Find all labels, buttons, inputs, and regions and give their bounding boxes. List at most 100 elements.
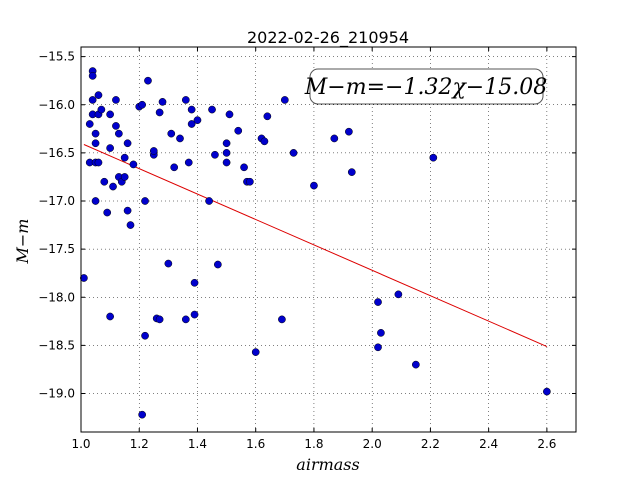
data-point: [347, 168, 356, 176]
data-point: [377, 329, 385, 337]
data-point: [126, 221, 135, 229]
data-point: [100, 177, 109, 186]
data-point: [167, 129, 176, 138]
data-point: [263, 112, 272, 121]
data-point: [190, 310, 199, 319]
data-point: [109, 182, 117, 191]
x-tick-label: 2.6: [537, 437, 556, 451]
data-point: [222, 149, 231, 157]
y-axis-label: M−m: [13, 219, 32, 265]
data-point: [170, 163, 179, 172]
data-point: [187, 120, 196, 128]
data-point: [176, 134, 184, 143]
x-tick-label: 1.0: [71, 437, 90, 451]
y-tick-label: −16.5: [38, 146, 75, 160]
data-point: [120, 153, 129, 162]
x-tick-label: 1.2: [130, 437, 149, 451]
data-point: [141, 197, 149, 205]
data-point: [214, 260, 222, 269]
data-point: [112, 122, 120, 130]
data-point: [429, 153, 438, 162]
data-point: [149, 147, 158, 155]
data-point: [97, 105, 106, 114]
y-tick-label: −17.5: [38, 242, 75, 256]
data-point: [91, 197, 100, 205]
fit-line: [83, 144, 548, 347]
data-point: [289, 149, 298, 157]
y-tick-label: −19.0: [38, 387, 75, 401]
data-point: [251, 348, 260, 356]
x-tick-label: 2.2: [421, 437, 440, 451]
data-point: [106, 144, 114, 152]
data-point: [205, 197, 213, 205]
data-point: [106, 110, 114, 119]
data-point: [144, 76, 152, 85]
data-point: [330, 134, 339, 143]
chart-title: 2022-02-26_210954: [247, 28, 409, 48]
data-point: [225, 110, 234, 119]
data-point: [193, 116, 202, 125]
x-axis-label: airmass: [296, 455, 359, 474]
data-point: [155, 108, 164, 117]
data-point: [190, 278, 199, 287]
data-point: [543, 387, 551, 396]
data-point: [222, 139, 231, 148]
data-point: [181, 96, 190, 104]
data-point: [120, 173, 129, 181]
data-point: [155, 315, 164, 324]
data-point: [280, 96, 289, 104]
data-point: [123, 206, 132, 215]
plot-area: [80, 67, 551, 419]
data-point: [181, 315, 190, 324]
data-point: [115, 129, 123, 138]
data-point: [222, 158, 231, 167]
data-point: [112, 96, 120, 104]
data-point: [240, 163, 248, 172]
y-tick-label: −16.0: [38, 98, 75, 112]
data-point: [394, 290, 403, 299]
data-point: [164, 259, 173, 268]
x-tick-label: 1.8: [304, 437, 323, 451]
data-point: [123, 139, 132, 148]
x-tick-label: 2.4: [479, 437, 498, 451]
data-point: [91, 129, 100, 138]
grid-lines: [80, 47, 576, 432]
data-point: [91, 139, 100, 148]
data-point: [234, 126, 243, 135]
x-tick-label: 1.4: [188, 437, 207, 451]
data-point: [184, 158, 193, 167]
annotation-text: M−m=−1.32χ−15.08: [304, 75, 547, 100]
y-tick-label: −17.0: [38, 194, 75, 208]
axis-ticks: 1.0 1.2 1.4 1.6 1.8 2.0 2.2 2.4 2.6 −15.5 −16.0 −16…: [38, 47, 576, 451]
data-point: [345, 127, 353, 136]
data-point: [211, 150, 219, 159]
data-point: [187, 105, 196, 114]
data-point: [310, 181, 318, 190]
data-point: [88, 72, 97, 80]
axes-frame: [80, 46, 577, 433]
data-point: [106, 312, 114, 321]
data-point: [94, 91, 103, 99]
data-point: [85, 120, 94, 128]
data-point: [374, 298, 382, 306]
x-tick-label: 1.6: [246, 437, 265, 451]
data-point: [103, 208, 112, 217]
data-point: [94, 158, 103, 167]
annotation-box: [309, 68, 544, 105]
data-point: [260, 137, 269, 146]
data-point: [88, 96, 97, 104]
y-tick-label: −15.5: [38, 50, 75, 64]
y-tick-label: −18.0: [38, 290, 75, 304]
data-point: [374, 343, 382, 352]
data-point: [138, 100, 146, 109]
equation-annotation: M−m=−1.32χ−15.08: [304, 68, 547, 105]
data-point: [129, 160, 138, 169]
data-point: [80, 274, 88, 282]
data-point: [158, 98, 167, 106]
data-point: [141, 331, 149, 340]
data-point: [246, 177, 254, 186]
data-point: [412, 360, 420, 369]
data-point: [138, 410, 146, 419]
data-point: [278, 315, 286, 324]
